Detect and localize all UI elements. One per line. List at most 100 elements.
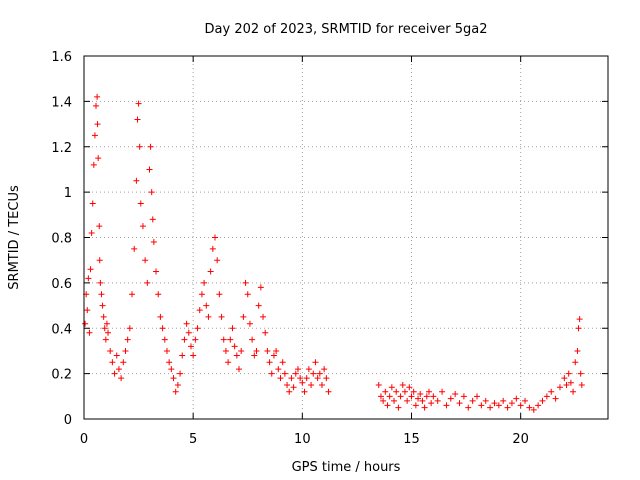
data-point: [87, 266, 94, 273]
data-point: [286, 388, 293, 395]
data-point: [377, 393, 384, 400]
data-point: [124, 336, 131, 343]
data-point: [136, 143, 143, 150]
data-point: [96, 223, 103, 230]
data-point: [577, 370, 584, 377]
x-tick-label: 20: [512, 432, 529, 447]
data-point: [159, 325, 166, 332]
data-point: [443, 402, 450, 409]
data-point: [399, 381, 406, 388]
data-point: [406, 384, 413, 391]
data-point: [113, 352, 120, 359]
data-point: [284, 381, 291, 388]
data-point: [144, 279, 151, 286]
data-point: [99, 302, 106, 309]
data-point: [229, 325, 236, 332]
y-tick-label: 0.8: [51, 232, 72, 247]
data-point: [214, 257, 221, 264]
data-point: [98, 291, 105, 298]
data-point: [222, 347, 229, 354]
data-point: [225, 359, 232, 366]
data-point: [434, 397, 441, 404]
data-point: [209, 245, 216, 252]
data-point: [142, 257, 149, 264]
data-point: [212, 234, 218, 241]
data-point: [107, 347, 114, 354]
data-point: [572, 359, 579, 366]
data-point: [161, 336, 168, 343]
data-point: [576, 316, 583, 323]
data-point: [456, 400, 463, 407]
data-point: [129, 291, 136, 298]
data-point: [216, 291, 223, 298]
data-point: [395, 404, 402, 411]
grid: [84, 56, 608, 419]
data-point: [323, 375, 330, 382]
data-point: [86, 329, 93, 336]
data-point: [305, 366, 312, 373]
data-point: [190, 352, 197, 359]
data-point: [570, 388, 577, 395]
data-point: [539, 397, 546, 404]
data-point: [316, 370, 323, 377]
data-point: [578, 381, 585, 388]
data-point: [172, 388, 179, 395]
data-point: [84, 307, 91, 314]
data-point: [149, 216, 156, 223]
data-point: [203, 302, 210, 309]
data-point: [277, 375, 284, 382]
data-point: [168, 366, 175, 373]
data-point: [198, 291, 205, 298]
data-point: [166, 359, 173, 366]
y-tick-label: 1.2: [51, 141, 72, 156]
data-point: [417, 391, 424, 398]
data-point: [96, 257, 103, 264]
data-point: [264, 347, 271, 354]
data-point: [325, 388, 332, 395]
data-point: [97, 279, 104, 286]
data-point: [303, 375, 310, 382]
data-point: [575, 325, 582, 332]
data-point: [275, 366, 282, 373]
data-point: [552, 395, 559, 402]
data-point: [257, 284, 264, 291]
data-point: [288, 375, 295, 382]
data-point: [423, 393, 430, 400]
data-point: [103, 320, 110, 327]
x-tick-label: 10: [294, 432, 311, 447]
data-point: [397, 393, 404, 400]
data-point: [101, 325, 108, 332]
data-point: [474, 393, 480, 400]
data-point: [262, 329, 269, 336]
data-point: [270, 352, 277, 359]
data-point: [157, 313, 164, 320]
data-point: [495, 402, 502, 409]
data-point: [137, 200, 144, 207]
data-point: [146, 166, 153, 173]
data-point: [491, 400, 498, 407]
data-point: [428, 400, 435, 407]
data-point: [567, 379, 574, 386]
data-point: [517, 402, 524, 409]
data-point: [321, 366, 328, 373]
data-point: [482, 397, 489, 404]
data-point: [205, 313, 212, 320]
data-point: [102, 336, 109, 343]
data-point: [131, 245, 138, 252]
data-point: [415, 395, 422, 402]
plot-frame: [83, 55, 609, 420]
data-point: [504, 404, 511, 411]
data-point: [478, 402, 485, 409]
y-tick-label: 0.6: [51, 277, 72, 292]
data-point: [185, 329, 192, 336]
y-tick-label: 0: [64, 413, 72, 428]
data-point: [384, 402, 391, 409]
data-point: [408, 393, 415, 400]
data-point: [236, 366, 243, 373]
data-point: [530, 406, 537, 413]
data-point: [231, 343, 238, 350]
data-point: [91, 132, 98, 139]
data-point: [561, 375, 568, 382]
data-point: [133, 177, 140, 184]
